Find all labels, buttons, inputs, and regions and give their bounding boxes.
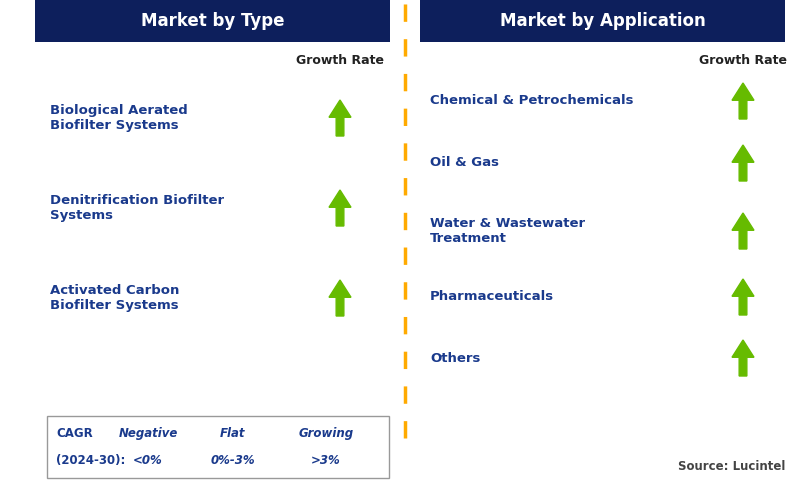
Text: (2024-30):: (2024-30): [56,454,126,467]
Text: >3%: >3% [311,454,341,467]
Text: Water & Wastewater
Treatment: Water & Wastewater Treatment [430,217,585,245]
Text: 0%-3%: 0%-3% [210,454,256,467]
Text: Market by Application: Market by Application [500,12,705,30]
Polygon shape [732,145,754,181]
Text: Source: Lucintel: Source: Lucintel [678,460,785,473]
Polygon shape [256,436,290,458]
Text: Activated Carbon
Biofilter Systems: Activated Carbon Biofilter Systems [50,284,180,312]
Text: Pharmaceuticals: Pharmaceuticals [430,290,555,304]
Polygon shape [732,83,754,119]
Text: Flat: Flat [220,427,246,440]
Polygon shape [329,100,351,136]
Text: Denitrification Biofilter
Systems: Denitrification Biofilter Systems [50,194,224,222]
Text: Oil & Gas: Oil & Gas [430,156,499,170]
Polygon shape [732,279,754,315]
Bar [35,0,390,42]
Text: Growth Rate: Growth Rate [699,54,787,67]
Text: Others: Others [430,352,480,364]
Polygon shape [732,213,754,249]
Text: CAGR: CAGR [56,427,93,440]
FancyBboxPatch shape [47,416,389,478]
Polygon shape [329,280,351,316]
Text: Growing: Growing [298,427,354,440]
Text: Biological Aerated
Biofilter Systems: Biological Aerated Biofilter Systems [50,104,188,132]
Polygon shape [174,432,192,462]
Text: Growth Rate: Growth Rate [296,54,384,67]
Polygon shape [732,340,754,376]
Polygon shape [356,431,376,463]
Bar [420,0,785,42]
Polygon shape [329,190,351,226]
Text: <0%: <0% [133,454,163,467]
Text: Market by Type: Market by Type [141,12,285,30]
Text: Negative: Negative [118,427,177,440]
Text: Chemical & Petrochemicals: Chemical & Petrochemicals [430,95,634,107]
